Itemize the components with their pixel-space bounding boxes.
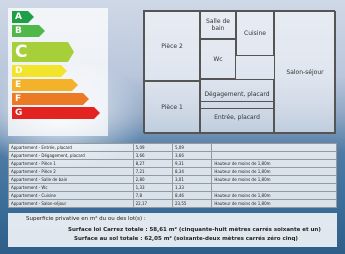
surface-summary: Superficie privative en m² du ou des lot… bbox=[8, 213, 337, 247]
table-cell: 8,46 bbox=[172, 192, 211, 200]
table-cell: Hauteur de moins de 1,80m bbox=[212, 192, 337, 200]
table-cell: 7,21 bbox=[133, 168, 172, 176]
energy-class: G bbox=[12, 107, 100, 119]
table-cell: Appartement - Pièce 2 bbox=[9, 168, 134, 176]
energy-class: B bbox=[12, 25, 45, 37]
table-cell: 3,01 bbox=[172, 176, 211, 184]
table-cell: 2,80 bbox=[133, 176, 172, 184]
energy-class: A bbox=[12, 11, 34, 23]
room: Pièce 2 bbox=[144, 11, 200, 81]
energy-class: C bbox=[12, 42, 74, 62]
table-cell bbox=[212, 152, 337, 160]
summary-sol: Surface au sol totale : 62,05 m² (soixan… bbox=[74, 236, 298, 242]
page: ABCDEFG Pièce 2Salle de bainCuisineWc Sal… bbox=[0, 0, 345, 254]
table-cell: Appartement - Dégagement, placard bbox=[9, 152, 134, 160]
room: Cuisine bbox=[236, 11, 274, 56]
table-cell: 5,09 bbox=[172, 144, 211, 152]
table-cell: 1,33 bbox=[133, 184, 172, 192]
room: Wc bbox=[200, 39, 236, 79]
table-cell: 7,8 bbox=[133, 192, 172, 200]
table-cell: Hauteur de moins de 1,80m bbox=[212, 200, 337, 208]
table-cell: 5,09 bbox=[133, 144, 172, 152]
energy-class: E bbox=[12, 79, 78, 91]
table-cell: Appartement - Salon-séjour bbox=[9, 200, 134, 208]
table-cell: 9,31 bbox=[172, 160, 211, 168]
table-cell bbox=[212, 144, 337, 152]
table-cell bbox=[212, 184, 337, 192]
table-cell: Appartement - Pièce 1 bbox=[9, 160, 134, 168]
summary-intro: Superficie privative en m² du ou des lot… bbox=[26, 216, 146, 222]
table-cell: Hauteur de moins de 1,80m bbox=[212, 176, 337, 184]
table-cell: 1,33 bbox=[172, 184, 211, 192]
room: Pièce 1 bbox=[144, 81, 200, 134]
table-cell: 8,34 bbox=[172, 168, 211, 176]
table-cell: 8,27 bbox=[133, 160, 172, 168]
table-cell: 23,55 bbox=[172, 200, 211, 208]
energy-class: D bbox=[12, 65, 67, 77]
table-cell: Appartement - Entrée, placard bbox=[9, 144, 134, 152]
room: Entrée, placard bbox=[200, 101, 274, 134]
table-cell: 22,17 bbox=[133, 200, 172, 208]
table-cell: Appartement - Salle de bain bbox=[9, 176, 134, 184]
summary-carrez: Surface loi Carrez totale : 58,61 m² (ci… bbox=[68, 227, 321, 233]
table-cell: Appartement - Cuisine bbox=[9, 192, 134, 200]
room: Salon-séjour bbox=[274, 11, 336, 134]
table-cell: Hauteur de moins de 1,80m bbox=[212, 168, 337, 176]
table-cell: Hauteur de moins de 1,80m bbox=[212, 160, 337, 168]
table-cell: 3,66 bbox=[172, 152, 211, 160]
energy-class: F bbox=[12, 93, 89, 105]
table-cell: 3,66 bbox=[133, 152, 172, 160]
room: Salle de bain bbox=[200, 11, 236, 39]
table-cell: Appartement - Wc bbox=[9, 184, 134, 192]
